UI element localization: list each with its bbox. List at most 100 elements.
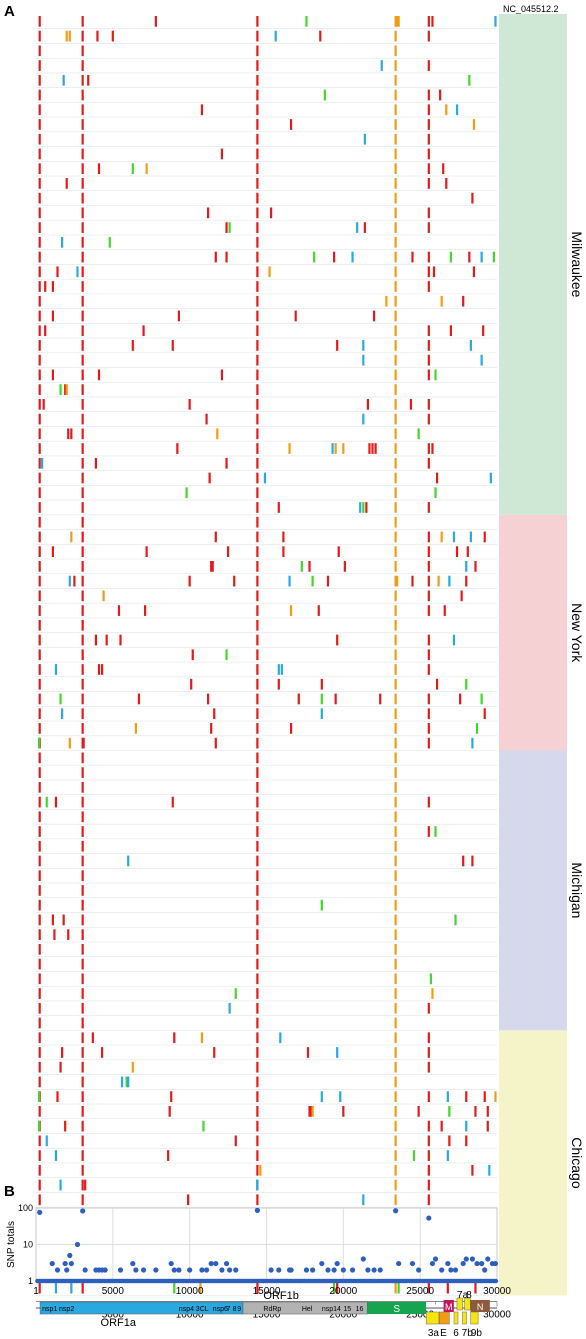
- snp-mark: [394, 1194, 397, 1206]
- snp-mark: [81, 840, 84, 852]
- snp-mark: [274, 30, 277, 42]
- snp-mark: [427, 649, 430, 661]
- snp-mark: [394, 30, 397, 42]
- snp-mark: [81, 222, 84, 233]
- snp-mark: [282, 546, 285, 558]
- snp-mark: [427, 266, 430, 278]
- snp-mark: [167, 1150, 170, 1161]
- snp-mark: [119, 634, 122, 646]
- snp-mark: [368, 443, 371, 454]
- snp-mark: [256, 281, 259, 292]
- snp-mark: [411, 575, 414, 587]
- snp-mark: [38, 649, 41, 661]
- snp-mark: [417, 428, 420, 440]
- snp-mark: [38, 325, 41, 337]
- snp-mark: [81, 1032, 84, 1044]
- snp-mark: [81, 929, 84, 940]
- snp-mark: [38, 1002, 41, 1014]
- snp-mark: [394, 369, 397, 381]
- snp-mark: [143, 605, 147, 616]
- snp-mark: [362, 413, 365, 425]
- snp-mark: [256, 89, 259, 101]
- snp-mark: [343, 561, 346, 572]
- snp-mark: [38, 1047, 41, 1058]
- snp-mark: [37, 1091, 41, 1103]
- snp-mark: [431, 16, 434, 27]
- snp-mark: [38, 1194, 41, 1206]
- snp-mark: [81, 590, 84, 602]
- snp-mark: [394, 885, 397, 896]
- snp-mark: [471, 192, 474, 204]
- snp-mark: [256, 1194, 259, 1206]
- snp-mark: [256, 531, 259, 543]
- data-point: [409, 1260, 416, 1267]
- gene-s: [367, 1302, 427, 1314]
- data-point: [213, 1260, 219, 1267]
- snp-mark: [220, 148, 224, 160]
- snp-mark: [427, 737, 430, 749]
- snp-mark: [81, 546, 84, 558]
- snp-mark: [67, 929, 70, 940]
- snp-mark: [256, 398, 259, 410]
- snp-mark: [494, 1091, 497, 1103]
- snp-mark: [394, 207, 397, 219]
- snp-mark: [394, 811, 397, 823]
- snp-mark: [394, 457, 397, 469]
- snp-mark: [483, 1091, 486, 1103]
- snp-mark: [187, 1194, 190, 1206]
- snp-mark: [38, 30, 41, 42]
- snp-mark: [45, 1135, 48, 1147]
- snp-mark: [111, 30, 114, 42]
- snp-mark: [188, 575, 191, 587]
- snp-mark: [256, 678, 259, 690]
- snp-mark: [427, 457, 430, 469]
- snp-mark: [427, 281, 430, 292]
- x-tick-label: 25000: [406, 1286, 434, 1297]
- snp-mark: [394, 855, 397, 867]
- snp-mark: [84, 1179, 87, 1191]
- snp-mark: [199, 1282, 202, 1294]
- snp-mark: [81, 104, 84, 116]
- snp-mark: [374, 443, 377, 454]
- snp-mark: [256, 207, 259, 219]
- data-point: [176, 1267, 182, 1273]
- snp-mark: [228, 222, 231, 233]
- region-label: New York: [569, 603, 585, 663]
- snp-mark: [256, 325, 259, 337]
- snp-mark: [394, 266, 397, 278]
- snp-mark: [394, 752, 397, 764]
- snp-mark: [117, 605, 121, 616]
- snp-mark: [38, 502, 41, 513]
- data-point: [203, 1267, 210, 1273]
- snp-mark: [38, 973, 41, 985]
- x-tick-label: 15000: [253, 1286, 281, 1297]
- x-tick-label: 15000: [253, 1310, 281, 1321]
- data-point: [74, 1241, 81, 1248]
- snp-mark: [100, 1047, 104, 1058]
- snp-mark: [256, 384, 259, 395]
- snp-mark: [366, 398, 370, 410]
- snp-mark: [211, 561, 214, 572]
- snp-mark: [256, 516, 259, 528]
- snp-mark: [308, 561, 311, 572]
- snp-mark: [427, 531, 430, 543]
- snp-mark: [51, 369, 54, 381]
- snp-mark: [339, 1091, 342, 1103]
- snp-mark: [225, 649, 228, 661]
- snp-mark: [320, 678, 323, 690]
- snp-mark: [337, 546, 340, 558]
- data-point: [64, 1267, 70, 1273]
- snp-mark: [59, 1179, 62, 1191]
- snp-mark: [205, 413, 208, 425]
- snp-mark: [394, 929, 397, 940]
- snp-mark: [38, 531, 41, 543]
- snp-mark: [394, 973, 397, 985]
- snp-mark: [359, 502, 362, 513]
- snp-mark: [38, 295, 41, 307]
- snp-mark: [256, 929, 259, 940]
- data-point: [460, 1260, 466, 1267]
- snp-mark: [131, 163, 134, 175]
- snp-mark: [394, 575, 397, 587]
- snp-mark: [81, 1179, 84, 1191]
- gene-n-label: N: [477, 1302, 484, 1312]
